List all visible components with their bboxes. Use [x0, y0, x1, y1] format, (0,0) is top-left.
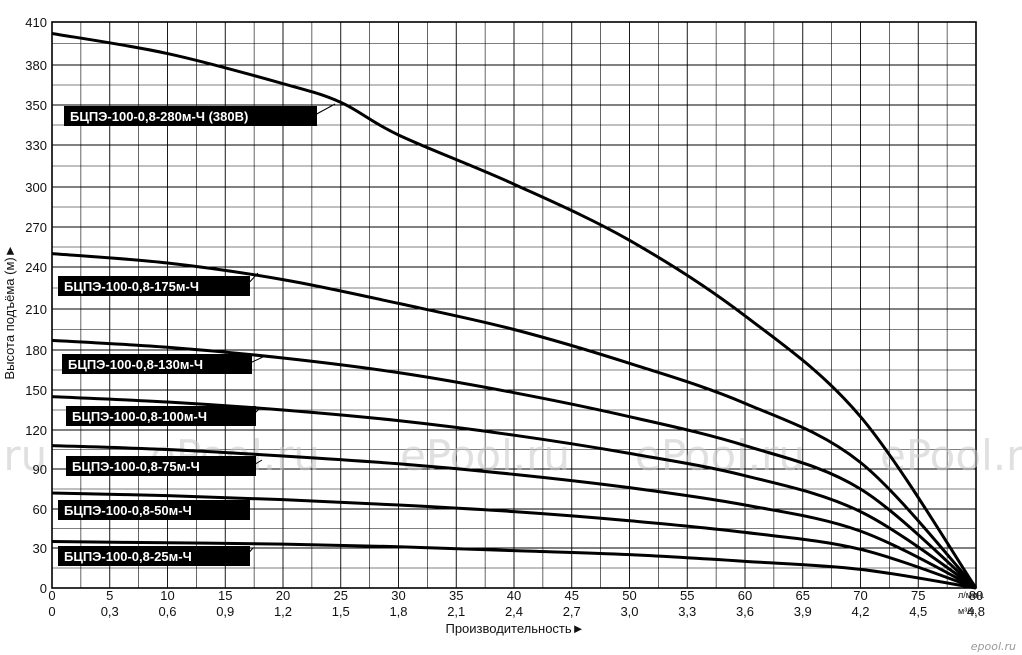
x-tick-label: 25: [334, 588, 348, 603]
x-tick-label-secondary: 4,5: [909, 604, 927, 619]
y-tick-label: 270: [25, 220, 47, 235]
y-tick-label: 30: [33, 541, 47, 556]
series-labels: БЦПЭ-100-0,8-280м-Ч (380В) БЦПЭ-100-0,8-1…: [58, 103, 336, 566]
x-tick-label: 40: [507, 588, 521, 603]
series-label: БЦПЭ-100-0,8-130м-Ч: [68, 357, 203, 372]
x-tick-label-secondary: 2,1: [447, 604, 465, 619]
x-tick-label-secondary: 2,4: [505, 604, 523, 619]
y-tick-label: 350: [25, 98, 47, 113]
x-tick-label-secondary: 0,3: [101, 604, 119, 619]
series-label-box: [58, 500, 250, 520]
tick-labels: 0 5 10 15 20 25 30 35 40 45 50 55 60 65 70 75 80 0 0,3 0,6 0…: [25, 15, 985, 619]
x-tick-label: 65: [796, 588, 810, 603]
y-tick-label: 300: [25, 180, 47, 195]
x-tick-label: 5: [106, 588, 113, 603]
logo: epool.ru: [971, 640, 1016, 653]
x-tick-label-secondary: 3,6: [736, 604, 754, 619]
x-tick-label: 80: [969, 588, 983, 603]
x-tick-label-secondary: 4,8: [967, 604, 985, 619]
x-tick-label-secondary: 4,2: [851, 604, 869, 619]
x-tick-label-secondary: 2,7: [563, 604, 581, 619]
x-tick-label-secondary: 0,6: [158, 604, 176, 619]
series-curve: [51, 491, 977, 590]
x-unit-secondary: м³/ч.: [958, 606, 977, 616]
x-tick-label: 20: [276, 588, 290, 603]
series-curve: [51, 444, 977, 590]
series-label-box: [58, 276, 250, 296]
series-label-box: [66, 456, 256, 476]
series-curve: [51, 252, 978, 590]
x-tick-label: 15: [218, 588, 232, 603]
y-tick-label: 210: [25, 302, 47, 317]
watermark-text: .ru: [0, 431, 47, 480]
y-tick-label: 60: [33, 502, 47, 517]
y-tick-label: 120: [25, 423, 47, 438]
watermark-text: ePool.ru: [880, 431, 1022, 480]
x-tick-label: 75: [911, 588, 925, 603]
series-label-box: [66, 406, 256, 426]
x-tick-label-secondary: 1,8: [389, 604, 407, 619]
series-label: БЦПЭ-100-0,8-75м-Ч: [72, 459, 200, 474]
series-label: БЦПЭ-100-0,8-100м-Ч: [72, 409, 207, 424]
series-curve: [51, 338, 977, 590]
x-tick-label: 50: [622, 588, 636, 603]
series-curve: [51, 540, 977, 590]
x-tick-label-secondary: 1,5: [332, 604, 350, 619]
curves: [51, 31, 978, 590]
x-tick-label: 55: [680, 588, 694, 603]
y-tick-label: 330: [25, 138, 47, 153]
x-tick-label-secondary: 1,2: [274, 604, 292, 619]
x-tick-label: 10: [160, 588, 174, 603]
x-tick-label: 35: [449, 588, 463, 603]
x-tick-label: 30: [391, 588, 405, 603]
series-label-box: [58, 546, 250, 566]
series-label: БЦПЭ-100-0,8-280м-Ч (380В): [70, 109, 248, 124]
x-tick-label: 0: [48, 588, 55, 603]
x-tick-label-secondary: 3,0: [620, 604, 638, 619]
x-tick-label: 60: [738, 588, 752, 603]
x-tick-label: 70: [853, 588, 867, 603]
series-label: БЦПЭ-100-0,8-175м-Ч: [64, 279, 199, 294]
x-tick-label-secondary: 3,9: [794, 604, 812, 619]
y-tick-label: 410: [25, 15, 47, 30]
x-axis-title: Производительность►: [445, 621, 584, 636]
series-curve: [51, 395, 977, 590]
y-tick-label: 380: [25, 58, 47, 73]
y-tick-label: 240: [25, 260, 47, 275]
y-axis-title: Высота подъёма (м)►: [2, 244, 17, 379]
y-tick-label: 150: [25, 383, 47, 398]
x-tick-label: 45: [565, 588, 579, 603]
y-tick-label: 180: [25, 343, 47, 358]
x-unit-primary: л/мин.: [958, 590, 984, 600]
x-tick-label-secondary: 0: [48, 604, 55, 619]
series-label-box: [62, 354, 252, 374]
y-tick-label: 0: [40, 581, 47, 596]
series-label: БЦПЭ-100-0,8-50м-Ч: [64, 503, 192, 518]
series-label: БЦПЭ-100-0,8-25м-Ч: [64, 549, 192, 564]
series-curve: [51, 31, 978, 589]
x-tick-label-secondary: 3,3: [678, 604, 696, 619]
y-tick-label: 90: [33, 462, 47, 477]
x-tick-label-secondary: 0,9: [216, 604, 234, 619]
series-label-box: [64, 106, 317, 126]
